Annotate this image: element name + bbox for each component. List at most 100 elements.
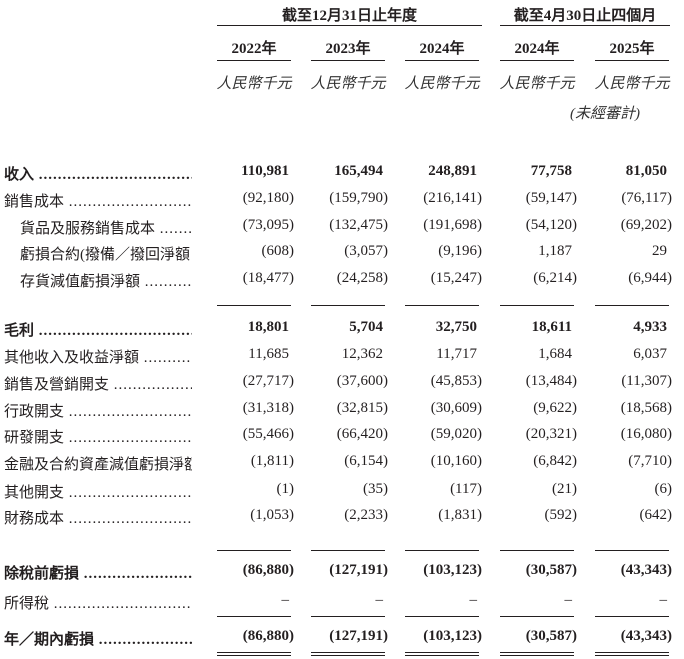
- row-value: (59,147): [525, 190, 577, 206]
- row-value: (30,609): [430, 400, 482, 416]
- table-row: 所得稅 – – – – –: [0, 592, 684, 614]
- table-row: 財務成本 (1,053) (2,233) (1,831) (592) (642): [0, 507, 684, 529]
- row-label: 行政開支: [4, 400, 192, 421]
- unit-label: 人民幣千元: [404, 76, 480, 92]
- column-header: 2022年: [231, 41, 277, 57]
- row-value: –: [659, 592, 668, 608]
- double-underline: [405, 655, 479, 656]
- row-label: 銷售及營銷開支: [4, 373, 192, 394]
- row-value: –: [564, 592, 573, 608]
- double-underline: [217, 655, 291, 656]
- table-row: 行政開支 (31,318) (32,815) (30,609) (9,622) (18,5…: [0, 400, 684, 422]
- subtotal-underline: [405, 305, 479, 306]
- row-value: (127,191): [329, 628, 388, 644]
- row-value: (2,233): [344, 507, 388, 523]
- table-row: 銷售及營銷開支 (27,717) (37,600) (45,853) (13,484) (…: [0, 373, 684, 395]
- row-value: (9,622): [533, 400, 577, 416]
- row-value: –: [281, 592, 290, 608]
- subtotal-underline: [500, 550, 574, 551]
- row-value: (132,475): [329, 217, 388, 233]
- subtotal-underline: [595, 616, 669, 617]
- subtotal-underline: [217, 616, 291, 617]
- unaudited-note: (未經審計): [570, 106, 640, 122]
- subtotal-underline: [500, 305, 574, 306]
- column-header: 2025年: [609, 41, 655, 57]
- row-value: (6): [654, 481, 673, 497]
- row-value: (191,698): [423, 217, 482, 233]
- row-value: (159,790): [329, 190, 388, 206]
- subtotal-underline: [217, 550, 291, 551]
- row-value: (1,053): [250, 507, 294, 523]
- row-value: (6,842): [533, 453, 577, 469]
- unit-label: 人民幣千元: [310, 76, 386, 92]
- row-label: 毛利: [4, 319, 192, 340]
- row-label: 其他開支: [4, 481, 192, 502]
- subtotal-underline: [311, 305, 385, 306]
- row-label: 研發開支: [4, 426, 192, 447]
- group-header-year: 截至12月31日止年度: [281, 8, 417, 24]
- row-value: (30,587): [525, 628, 577, 644]
- row-value: (11,307): [621, 373, 672, 389]
- table-row: 年／期內虧損 (86,880) (127,191) (103,123) (30,587)…: [0, 628, 684, 650]
- row-value: (86,880): [242, 562, 294, 578]
- row-label: 存貨減值虧損淨額: [20, 270, 192, 291]
- row-value: 77,758: [530, 163, 572, 179]
- row-value: (35): [363, 481, 388, 497]
- row-value: 5,704: [349, 319, 383, 335]
- row-value: 165,494: [334, 163, 383, 179]
- double-underline: [217, 652, 291, 653]
- subtotal-underline: [595, 550, 669, 551]
- row-value: 1,187: [538, 243, 572, 259]
- row-value: (18,568): [620, 400, 672, 416]
- double-underline: [595, 655, 669, 656]
- row-value: 18,611: [531, 319, 572, 335]
- row-label: 其他收入及收益淨額: [4, 346, 192, 367]
- double-underline: [405, 652, 479, 653]
- row-value: (66,420): [336, 426, 388, 442]
- row-value: (54,120): [525, 217, 577, 233]
- row-value: 81,050: [625, 163, 667, 179]
- subtotal-underline: [405, 616, 479, 617]
- row-value: (103,123): [423, 562, 482, 578]
- row-value: (55,466): [242, 426, 294, 442]
- column-header: 2024年: [419, 41, 465, 57]
- table-row: 虧損合約(撥備／撥回淨額 (608) (3,057) (9,196) 1,187 29: [0, 243, 684, 265]
- column-header: 2024年: [514, 41, 560, 57]
- row-value: –: [469, 592, 478, 608]
- table-row: 毛利 18,801 5,704 32,750 18,611 4,933: [0, 319, 684, 341]
- row-value: (3,057): [344, 243, 388, 259]
- row-value: (1,831): [438, 507, 482, 523]
- row-value: (86,880): [242, 628, 294, 644]
- table-row: 收入 110,981 165,494 248,891 77,758 81,050: [0, 163, 684, 185]
- subtotal-underline: [311, 616, 385, 617]
- divider: [311, 60, 385, 61]
- row-value: (6,154): [344, 453, 388, 469]
- group-header-period: 截至4月30日止四個月: [513, 8, 657, 24]
- subtotal-underline: [500, 616, 574, 617]
- double-underline: [311, 652, 385, 653]
- row-value: (127,191): [329, 562, 388, 578]
- double-underline: [595, 652, 669, 653]
- row-value: (117): [450, 481, 482, 497]
- table-row: 存貨減值虧損淨額 (18,477) (24,258) (15,247) (6,214) (…: [0, 270, 684, 292]
- table-row: 除稅前虧損 (86,880) (127,191) (103,123) (30,587) (…: [0, 562, 684, 584]
- row-value: (592): [544, 507, 578, 523]
- table-row: 貨品及服務銷售成本 (73,095) (132,475) (191,698) (54,1…: [0, 217, 684, 239]
- divider: [595, 60, 669, 61]
- row-label: 除稅前虧損: [4, 562, 192, 583]
- row-value: 18,801: [247, 319, 289, 335]
- row-value: 110,981: [241, 163, 289, 179]
- row-value: (13,484): [525, 373, 577, 389]
- row-value: 6,037: [633, 346, 667, 362]
- row-value: 32,750: [435, 319, 477, 335]
- row-value: (608): [261, 243, 295, 259]
- row-value: (1,811): [250, 453, 294, 469]
- row-label: 年／期內虧損: [4, 628, 192, 649]
- row-value: 11,685: [248, 346, 289, 362]
- row-value: (45,853): [430, 373, 482, 389]
- row-value: (6,944): [628, 270, 672, 286]
- row-label: 銷售成本: [4, 190, 192, 211]
- row-label: 虧損合約(撥備／撥回淨額: [20, 243, 192, 264]
- row-value: 12,362: [341, 346, 383, 362]
